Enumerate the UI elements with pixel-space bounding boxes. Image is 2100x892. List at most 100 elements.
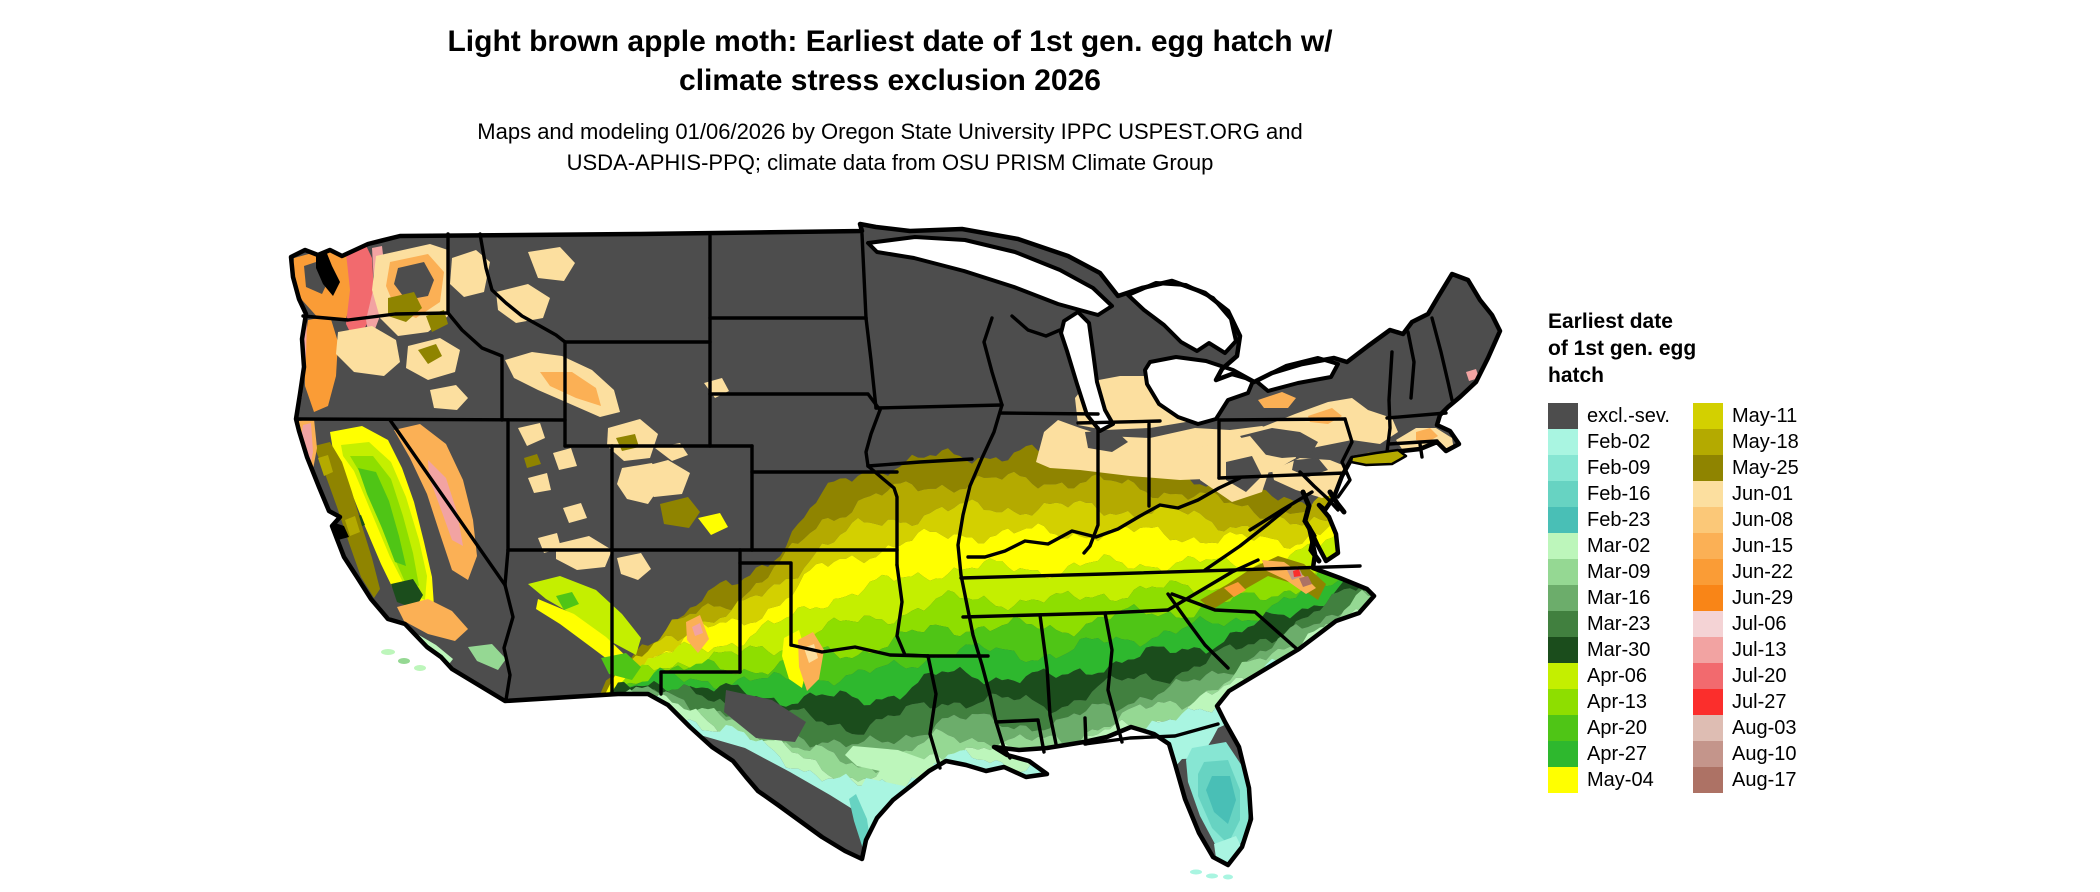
legend-entry: Apr-06: [1548, 663, 1693, 689]
legend-label: Mar-30: [1587, 638, 1651, 661]
map-region-patch: [450, 250, 490, 297]
state-border: [1336, 417, 1354, 499]
map-region-patch: [1258, 392, 1296, 408]
legend-label: Aug-17: [1732, 768, 1797, 791]
hatch-band: [600, 507, 1500, 717]
legend-entry: Aug-03: [1693, 715, 1863, 741]
legend-swatch: [1548, 741, 1578, 767]
legend-swatch: [1693, 585, 1723, 611]
legend-entry: Mar-09: [1548, 559, 1693, 585]
legend-label: Jun-29: [1732, 586, 1794, 609]
legend-swatch: [1693, 403, 1723, 429]
state-border: [860, 232, 868, 320]
map-region-patch: [524, 454, 541, 468]
legend-entry: Jun-08: [1693, 507, 1863, 533]
legend-entry: May-04: [1548, 767, 1693, 793]
state-border: [1083, 722, 1220, 746]
hatch-band: [600, 524, 1500, 773]
legend-label: Aug-03: [1732, 716, 1797, 739]
hatch-band: [600, 474, 1500, 707]
state-border: [503, 548, 510, 587]
legend-label: Jun-01: [1732, 482, 1794, 505]
legend-swatch: [1693, 559, 1723, 585]
legend-label: Mar-16: [1587, 586, 1651, 609]
state-border: [1385, 411, 1448, 420]
legend-entry: Jul-06: [1693, 611, 1863, 637]
state-border: [926, 654, 942, 770]
legend-swatch: [1693, 741, 1723, 767]
island: [1206, 873, 1218, 879]
legend-label: Apr-20: [1587, 716, 1648, 739]
map-region-patch: [660, 497, 700, 528]
state-border: [1406, 330, 1416, 400]
map-region-patch: [391, 579, 423, 609]
subtitle-line-2: USDA-APHIS-PPQ; climate data from OSU PR…: [566, 150, 1214, 175]
legend-label: Apr-27: [1587, 742, 1648, 765]
state-border: [998, 411, 1100, 416]
legend-label: Jul-20: [1732, 664, 1787, 687]
island: [398, 658, 410, 664]
legend-label: Apr-13: [1587, 690, 1648, 713]
legend-label: Mar-02: [1587, 534, 1651, 557]
legend-entry: Apr-20: [1548, 715, 1693, 741]
legend-swatch: [1548, 611, 1578, 637]
state-border: [1203, 504, 1292, 572]
map-region-patch: [468, 644, 506, 670]
map-region-patch: [426, 310, 448, 332]
chart-subtitle: Maps and modeling 01/06/2026 by Oregon S…: [60, 116, 1720, 178]
legend-entry: Feb-16: [1548, 481, 1693, 507]
state-border: [1385, 350, 1394, 454]
state-border: [956, 403, 1012, 760]
legend-swatch: [1548, 715, 1578, 741]
legend-entry: Jun-22: [1693, 559, 1863, 585]
great-lake: [1254, 356, 1340, 393]
legend-label: May-25: [1732, 456, 1799, 479]
state-border: [301, 311, 450, 322]
map-region-patch: [496, 284, 550, 323]
state-border: [866, 457, 974, 468]
legend-label: May-18: [1732, 430, 1799, 453]
title-line-2: climate stress exclusion 2026: [679, 64, 1101, 97]
state-border: [738, 561, 793, 647]
map-region-patch: [1299, 576, 1312, 587]
state-border: [294, 417, 567, 422]
legend-entry: Mar-02: [1548, 533, 1693, 559]
legend-swatch: [1693, 689, 1723, 715]
map-region-patch: [556, 592, 579, 610]
legend-label: Jul-27: [1732, 690, 1787, 713]
state-border: [388, 418, 507, 587]
map-region-patch: [528, 473, 551, 493]
map-region-patch: [304, 316, 338, 412]
legend-swatch: [1693, 715, 1723, 741]
island: [414, 665, 426, 671]
map-region-patch: [418, 344, 442, 364]
legend-swatch: [1693, 637, 1723, 663]
legend-label: Jun-15: [1732, 534, 1794, 557]
island: [381, 649, 395, 655]
legend-swatch: [1548, 585, 1578, 611]
map-region-patch: [563, 503, 587, 523]
island: [1223, 874, 1233, 880]
legend-swatch: [1693, 455, 1723, 481]
map-region-patch: [394, 262, 434, 300]
subtitle-line-1: Maps and modeling 01/06/2026 by Oregon S…: [477, 119, 1303, 144]
legend-label: Jul-06: [1732, 612, 1787, 635]
state-border: [994, 718, 1046, 754]
map-region-patch: [336, 326, 400, 376]
great-lake: [1143, 355, 1255, 426]
legend-entry: May-18: [1693, 429, 1863, 455]
map-region-patch: [528, 247, 575, 281]
map-region-patch: [698, 513, 728, 535]
long-island: [1349, 448, 1408, 467]
map-region-patch: [1293, 569, 1301, 577]
map-region-patch: [318, 455, 333, 476]
legend-label: May-04: [1587, 768, 1654, 791]
map-region-patch: [538, 533, 561, 553]
hatch-band: [600, 444, 1500, 698]
legend-label: Feb-09: [1587, 456, 1651, 479]
legend-swatch: [1548, 559, 1578, 585]
state-border: [895, 563, 930, 658]
title-line-1: Light brown apple moth: Earliest date of…: [447, 25, 1333, 58]
legend-columns: excl.-sev. Feb-02 Feb-09 Feb-16 Feb-23 Mar-02…: [1548, 403, 1888, 793]
legend-entry: Apr-27: [1548, 741, 1693, 767]
